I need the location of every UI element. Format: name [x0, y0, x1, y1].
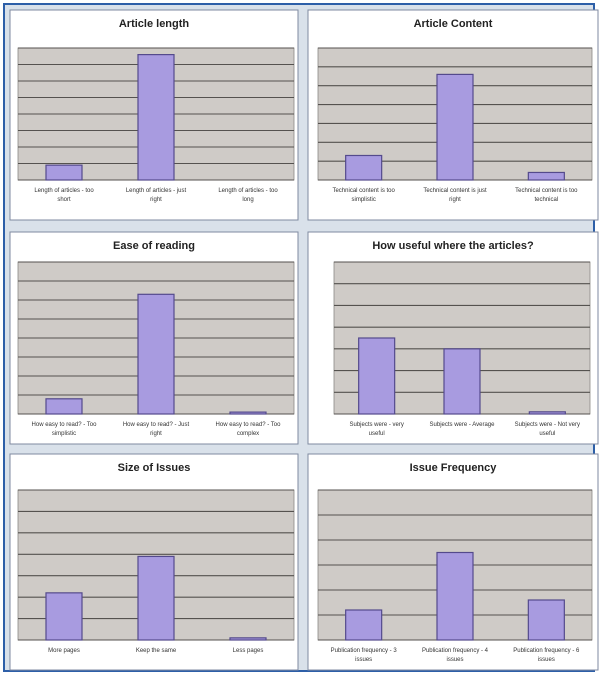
chart-title: Issue Frequency	[410, 462, 498, 474]
bar-3	[528, 411, 566, 415]
category-label: Keep the same	[136, 648, 177, 654]
category-label: Publication frequency - 4 issues	[422, 648, 489, 663]
chart-panel-5: Size of Issues More pages Keep the same Les…	[9, 453, 299, 671]
category-label: How easy to read? - Too simplistic	[32, 422, 98, 437]
bar-3	[229, 411, 267, 415]
category-label: Subjects were - Average	[430, 422, 496, 428]
category-label: Length of articles - too short	[34, 188, 94, 203]
category-label: Less pages	[233, 648, 264, 654]
bar-2	[443, 348, 481, 415]
chart-panel-6: Issue Frequency Publication frequency - 3…	[307, 453, 599, 671]
bar-3	[527, 171, 565, 181]
category-label: How easy to read? - Too complex	[216, 422, 282, 437]
bar-2	[436, 73, 474, 181]
category-label: Subjects were - Not very useful	[515, 422, 580, 437]
category-label: Length of articles - just right	[126, 188, 187, 203]
chart-panel-1: Article length Length of articles - too sh…	[9, 9, 299, 221]
chart-panel-2: Article Content Technical content is too s…	[307, 9, 599, 221]
category-label: Technical content is too technical	[515, 188, 578, 203]
category-label: How easy to read? - Just right	[123, 422, 190, 437]
bar-3	[527, 599, 565, 641]
chart-title: Article length	[119, 18, 190, 30]
bar-2	[137, 293, 175, 415]
bar-1	[345, 609, 383, 641]
bar-2	[137, 555, 175, 641]
bar-1	[45, 398, 83, 415]
category-label: Length of articles - too long	[218, 188, 278, 203]
category-label: Technical content is too simplistic	[332, 188, 395, 203]
chart-title: Ease of reading	[113, 240, 195, 252]
category-label: Publication frequency - 3 issues	[331, 648, 398, 663]
bar-2	[436, 551, 474, 641]
category-label: Technical content is just right	[423, 188, 487, 203]
chart-title: Article Content	[414, 18, 493, 30]
chart-panel-4: How useful where the articles? Subjects w…	[307, 231, 599, 445]
bar-3	[229, 637, 267, 641]
chart-panel-3: Ease of reading How easy to read? - Too si…	[9, 231, 299, 445]
bar-1	[345, 154, 383, 181]
bar-1	[45, 592, 83, 641]
chart-title: Size of Issues	[118, 462, 191, 474]
chart-title: How useful where the articles?	[372, 240, 534, 252]
category-label: More pages	[48, 648, 80, 654]
bar-2	[137, 53, 175, 181]
category-label: Subjects were - very useful	[349, 422, 403, 437]
bar-1	[358, 337, 396, 415]
category-label: Publication frequency - 6 issues	[513, 648, 580, 663]
bar-1	[45, 164, 83, 181]
